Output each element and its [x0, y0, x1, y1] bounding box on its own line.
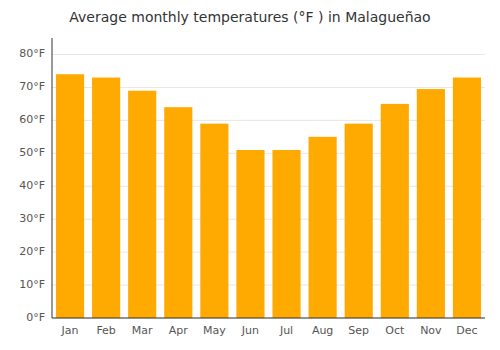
x-tick-label: Jan: [61, 324, 79, 337]
title: Average monthly temperatures (°F ) in Ma…: [69, 9, 430, 25]
y-tick-label: 30°F: [19, 212, 45, 225]
bar: [164, 107, 192, 318]
bar: [417, 89, 445, 318]
grid-line: [52, 54, 485, 55]
y-tick-label: 60°F: [19, 113, 45, 126]
bar: [236, 150, 264, 318]
y-tick-label: 10°F: [19, 278, 45, 291]
bar: [453, 78, 481, 318]
y-tick-label: 20°F: [19, 245, 45, 258]
y-tick-label: 80°F: [19, 47, 45, 60]
x-tick-label: Nov: [420, 324, 442, 337]
chart-svg: 0°F 10°F 20°F 30°F 40°F 50°F 60°F 70°F 80°F Jan Fe…: [0, 0, 500, 350]
y-axis-line: [52, 38, 53, 318]
bar: [381, 104, 409, 318]
bar: [272, 150, 300, 318]
bar: [200, 124, 228, 318]
y-tick-label: 50°F: [19, 146, 45, 159]
x-tick-label: Aug: [312, 324, 333, 337]
y-tick-label: 70°F: [19, 80, 45, 93]
x-tick-label: Jul: [279, 324, 293, 337]
x-tick-label: Oct: [385, 324, 405, 337]
page: {"chart_data": {"type": "bar", "title": …: [0, 0, 500, 350]
bar: [309, 137, 337, 318]
y-axis: 0°F 10°F 20°F 30°F 40°F 50°F 60°F 70°F 80°F: [19, 38, 52, 324]
grid: [52, 54, 485, 318]
y-tick-label: 0°F: [26, 311, 45, 324]
x-tick-label: Dec: [456, 324, 477, 337]
x-tick-label: Apr: [169, 324, 189, 337]
chart-container: 0°F 10°F 20°F 30°F 40°F 50°F 60°F 70°F 80°F Jan Fe…: [0, 0, 500, 350]
grid-line: [52, 318, 485, 319]
x-tick-label: Sep: [348, 324, 369, 337]
x-tick-label: Mar: [132, 324, 153, 337]
bar: [128, 91, 156, 318]
x-tick-label: Feb: [96, 324, 115, 337]
bars: [56, 74, 481, 318]
bar: [345, 124, 373, 318]
x-axis-line: [52, 318, 485, 319]
x-tick-label: May: [203, 324, 226, 337]
x-tick-label: Jun: [241, 324, 259, 337]
bar: [92, 78, 120, 318]
bar: [56, 74, 84, 318]
x-axis: Jan Feb Mar Apr May Jun Jul Aug Sep Oct Nov Dec: [52, 318, 485, 337]
y-tick-label: 40°F: [19, 179, 45, 192]
